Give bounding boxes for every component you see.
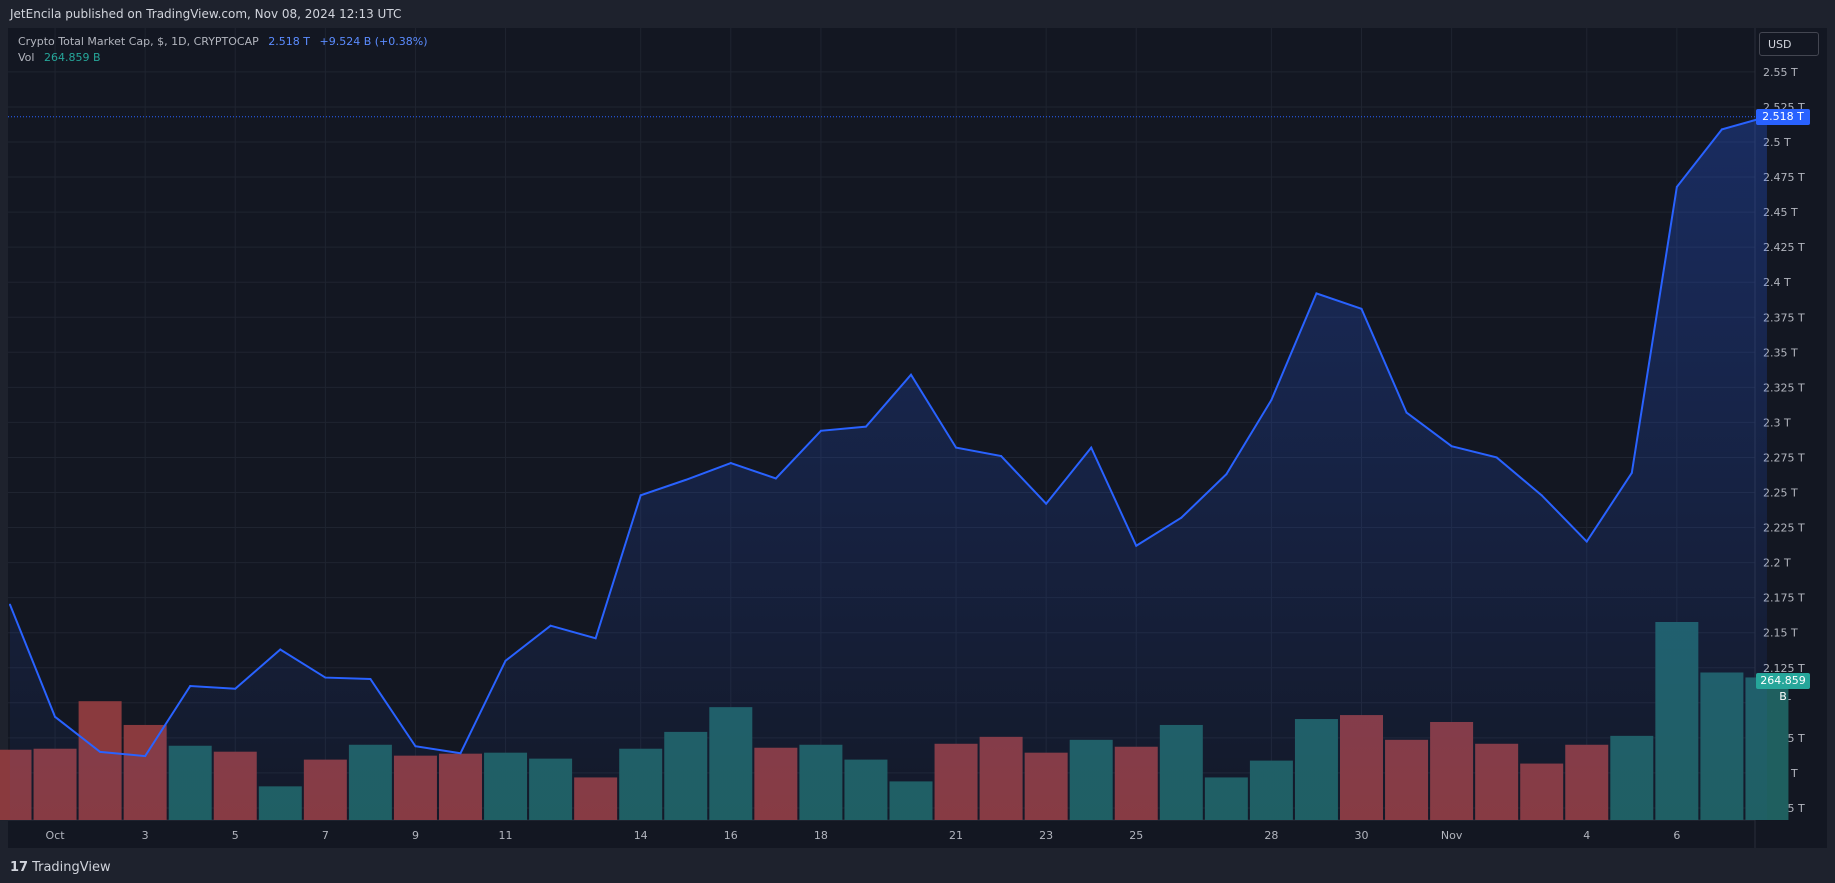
price-point bbox=[1675, 185, 1678, 188]
price-point bbox=[639, 494, 642, 497]
tv-logo-icon: 17 bbox=[10, 860, 29, 875]
time-tick-label: 21 bbox=[949, 829, 963, 842]
price-tick-label: 2.5 T bbox=[1763, 136, 1791, 149]
price-point bbox=[414, 745, 417, 748]
price-point bbox=[369, 677, 372, 680]
price-point bbox=[1180, 516, 1183, 519]
price-point bbox=[144, 755, 147, 758]
price-point bbox=[1720, 128, 1723, 131]
price-area-fill bbox=[10, 116, 1767, 821]
price-tick-label: 2.15 T bbox=[1763, 627, 1798, 640]
legend-volume-row: Vol 264.859 B bbox=[18, 50, 428, 66]
tradingview-logo[interactable]: 17 TradingView bbox=[10, 860, 111, 875]
price-point bbox=[1225, 473, 1228, 476]
price-point bbox=[504, 659, 507, 662]
price-tick-label: 2.375 T bbox=[1763, 311, 1805, 324]
price-point bbox=[99, 750, 102, 753]
footer-bar bbox=[0, 848, 1835, 883]
last-price-badge: 2.518 T bbox=[1756, 109, 1810, 125]
time-tick-label: 16 bbox=[724, 829, 738, 842]
time-tick-label: 30 bbox=[1355, 829, 1369, 842]
time-tick-label: 14 bbox=[634, 829, 648, 842]
price-line bbox=[9, 115, 1768, 758]
currency-button[interactable]: USD bbox=[1759, 32, 1819, 56]
time-tick-label: 5 bbox=[232, 829, 239, 842]
price-tick-label: 2.425 T bbox=[1763, 241, 1805, 254]
price-point bbox=[54, 715, 57, 718]
legend-change: +9.524 B (+0.38%) bbox=[319, 35, 428, 48]
price-point bbox=[324, 676, 327, 679]
price-tick-label: 2.175 T bbox=[1763, 592, 1805, 605]
time-tick-label: 9 bbox=[412, 829, 419, 842]
price-tick-label: 2.4 T bbox=[1763, 276, 1791, 289]
legend-vol-value: 264.859 B bbox=[43, 51, 101, 64]
price-point bbox=[1540, 494, 1543, 497]
price-point bbox=[1045, 502, 1048, 505]
price-tick-label: 2.475 T bbox=[1763, 171, 1805, 184]
price-point bbox=[1000, 455, 1003, 458]
time-tick-label: Nov bbox=[1441, 829, 1463, 842]
price-point bbox=[774, 477, 777, 480]
chart-legend: Crypto Total Market Cap, $, 1D, CRYPTOCA… bbox=[18, 34, 428, 66]
time-tick-label: 4 bbox=[1583, 829, 1590, 842]
price-tick-label: 2.55 T bbox=[1763, 66, 1798, 79]
published-text: JetEncila published on TradingView.com, … bbox=[10, 7, 402, 21]
price-point bbox=[1360, 307, 1363, 310]
price-point bbox=[594, 637, 597, 640]
price-point bbox=[459, 752, 462, 755]
price-point bbox=[1585, 540, 1588, 543]
last-volume-badge: 264.859 B bbox=[1756, 673, 1810, 703]
price-point bbox=[1315, 292, 1318, 295]
price-tick-label: 2.125 T bbox=[1763, 662, 1805, 675]
price-point bbox=[1270, 398, 1273, 401]
time-tick-label: 3 bbox=[142, 829, 149, 842]
tv-logo-text: TradingView bbox=[32, 860, 111, 875]
price-tick-label: 2.45 T bbox=[1763, 206, 1798, 219]
legend-last-value: 2.518 T bbox=[268, 35, 310, 48]
price-tick-label: 2.35 T bbox=[1763, 346, 1798, 359]
price-point bbox=[1135, 544, 1138, 547]
time-tick-label: Oct bbox=[46, 829, 66, 842]
legend-symbol-row: Crypto Total Market Cap, $, 1D, CRYPTOCA… bbox=[18, 34, 428, 50]
price-point bbox=[234, 687, 237, 690]
price-tick-label: 2.25 T bbox=[1763, 487, 1798, 500]
time-tick-label: 7 bbox=[322, 829, 329, 842]
publish-header: JetEncila published on TradingView.com, … bbox=[0, 0, 1835, 28]
price-point bbox=[1090, 446, 1093, 449]
price-point bbox=[9, 603, 11, 606]
price-tick-label: 2.2 T bbox=[1763, 557, 1791, 570]
price-point bbox=[864, 425, 867, 428]
price-tick-label: 2.275 T bbox=[1763, 451, 1805, 464]
time-tick-label: 25 bbox=[1129, 829, 1143, 842]
price-point bbox=[189, 684, 192, 687]
price-point bbox=[684, 478, 687, 481]
time-tick-label: 23 bbox=[1039, 829, 1053, 842]
price-point bbox=[1405, 411, 1408, 414]
time-tick-label: 28 bbox=[1264, 829, 1278, 842]
price-point bbox=[279, 648, 282, 651]
price-point bbox=[910, 373, 912, 376]
price-tick-label: 2.225 T bbox=[1763, 522, 1805, 535]
price-point bbox=[819, 429, 822, 432]
time-tick-label: 11 bbox=[499, 829, 513, 842]
time-tick-label: 6 bbox=[1673, 829, 1680, 842]
price-point bbox=[729, 462, 732, 465]
price-point bbox=[1630, 471, 1633, 474]
price-point bbox=[1495, 456, 1498, 459]
price-tick-label: 2.3 T bbox=[1763, 416, 1791, 429]
legend-vol-label[interactable]: Vol bbox=[18, 51, 35, 64]
time-tick-label: 18 bbox=[814, 829, 828, 842]
price-point bbox=[955, 446, 958, 449]
price-point bbox=[1450, 445, 1453, 448]
price-tick-label: 2.325 T bbox=[1763, 381, 1805, 394]
legend-symbol[interactable]: Crypto Total Market Cap, $, 1D, CRYPTOCA… bbox=[18, 35, 259, 48]
price-point bbox=[549, 624, 552, 627]
